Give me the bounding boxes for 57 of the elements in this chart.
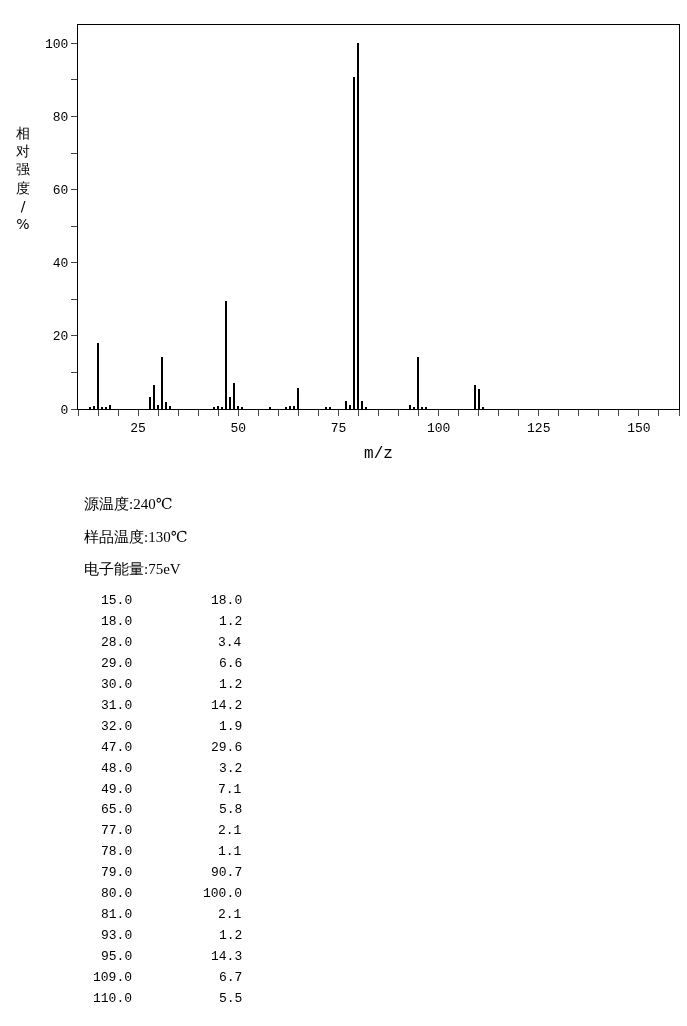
text: 109.0 <box>93 970 133 985</box>
y-tick-label: 100 <box>44 36 69 52</box>
text: 6.6 <box>219 656 243 671</box>
text: 65.0 <box>101 802 133 817</box>
text: 7.1 <box>218 782 242 797</box>
text: 3.4 <box>218 635 242 650</box>
text: 6.7 <box>219 970 243 985</box>
text: 18.0 <box>211 593 243 608</box>
x-tick-label: 25 <box>130 420 146 436</box>
text: 32.0 <box>101 719 133 734</box>
text: 15.0 <box>101 593 133 608</box>
text: 样品温度:130℃ <box>84 529 188 545</box>
text: 14.2 <box>211 698 243 713</box>
text: 5.5 <box>219 991 243 1006</box>
y-tick-label: 0 <box>60 402 69 418</box>
x-tick-label: 75 <box>330 420 347 436</box>
y-tick-label: 80 <box>52 109 69 125</box>
text: 49.0 <box>101 782 133 797</box>
text: 29.6 <box>211 740 243 755</box>
text: 电子能量:75eV <box>84 561 181 577</box>
text: 18.0 <box>101 614 133 629</box>
text: 1.2 <box>219 614 243 629</box>
text: 77.0 <box>101 823 133 838</box>
text: 1.9 <box>219 719 243 734</box>
x-tick-label: 100 <box>426 420 451 436</box>
text: 100.0 <box>203 886 243 901</box>
y-tick-label: 20 <box>52 329 69 345</box>
text: 2.1 <box>218 823 242 838</box>
y-axis-title: 相对强度/% <box>16 125 30 232</box>
text: 110.0 <box>93 991 133 1006</box>
text: 79.0 <box>101 865 133 880</box>
text: 95.0 <box>101 949 133 964</box>
text: 81.0 <box>101 907 133 922</box>
y-tick-label: 40 <box>52 256 69 272</box>
text: 1.2 <box>219 928 243 943</box>
text: 80.0 <box>101 886 133 901</box>
text: 28.0 <box>101 635 133 650</box>
x-tick-label: 150 <box>627 420 651 436</box>
text: 47.0 <box>101 740 133 755</box>
text: 78.0 <box>101 844 133 859</box>
text: 源温度:240℃ <box>84 496 173 512</box>
text: 30.0 <box>101 677 133 692</box>
text: 5.8 <box>219 802 243 817</box>
text: 14.3 <box>211 949 243 964</box>
y-tick-label: 60 <box>52 183 69 199</box>
text: 31.0 <box>101 698 133 713</box>
text: 1.1 <box>218 844 242 859</box>
text: 29.0 <box>101 656 133 671</box>
text: 3.2 <box>219 761 243 776</box>
text: 90.7 <box>211 865 243 880</box>
text: 93.0 <box>101 928 133 943</box>
x-tick-label: 125 <box>527 420 551 436</box>
x-axis-title: m/z <box>364 445 393 464</box>
text: 1.2 <box>219 677 243 692</box>
x-tick-label: 50 <box>230 420 247 436</box>
text: 2.1 <box>218 907 242 922</box>
text: 48.0 <box>101 761 133 776</box>
